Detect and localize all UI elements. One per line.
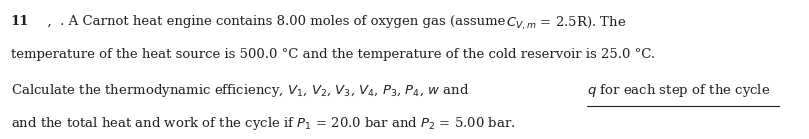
Text: 11: 11 [11, 15, 29, 28]
Text: Calculate the thermodynamic efficiency, $\mathit{V}_1$, $\mathit{V}_2$, $\mathit: Calculate the thermodynamic efficiency, … [11, 82, 469, 99]
Text: $\mathit{q}$ for each step of the cycle: $\mathit{q}$ for each step of the cycle [587, 82, 770, 99]
Text: $\mathit{C}_{V,m}$ = 2.5R). The: $\mathit{C}_{V,m}$ = 2.5R). The [506, 15, 626, 32]
Text: ,  . A Carnot heat engine contains 8.00 moles of oxygen gas (assume: , . A Carnot heat engine contains 8.00 m… [39, 15, 510, 28]
Text: and the total heat and work of the cycle if $\mathit{P}_1$ = 20.0 bar and $\math: and the total heat and work of the cycle… [11, 115, 515, 132]
Text: temperature of the heat source is 500.0 °C and the temperature of the cold reser: temperature of the heat source is 500.0 … [11, 48, 654, 61]
